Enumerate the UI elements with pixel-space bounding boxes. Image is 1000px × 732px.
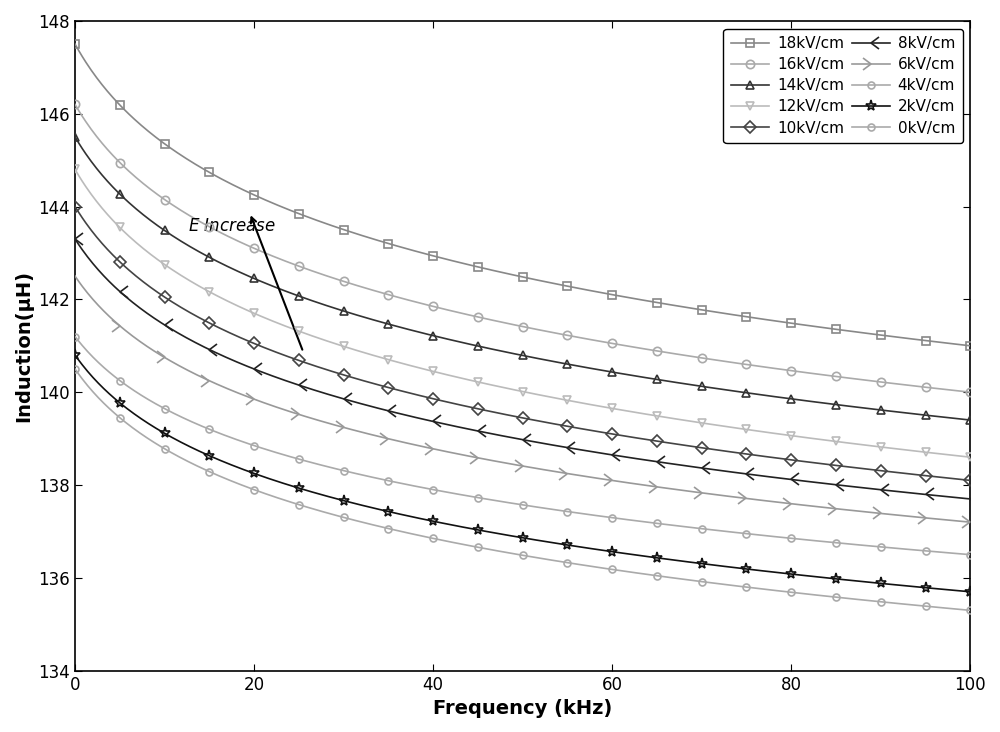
Y-axis label: Induction(μH): Induction(μH)	[14, 270, 33, 422]
Text: $E$ Increase: $E$ Increase	[188, 217, 276, 235]
Legend: 18kV/cm, 16kV/cm, 14kV/cm, 12kV/cm, 10kV/cm, 8kV/cm, 6kV/cm, 4kV/cm, 2kV/cm, 0kV: 18kV/cm, 16kV/cm, 14kV/cm, 12kV/cm, 10kV…	[723, 29, 963, 143]
X-axis label: Frequency (kHz): Frequency (kHz)	[433, 699, 612, 718]
